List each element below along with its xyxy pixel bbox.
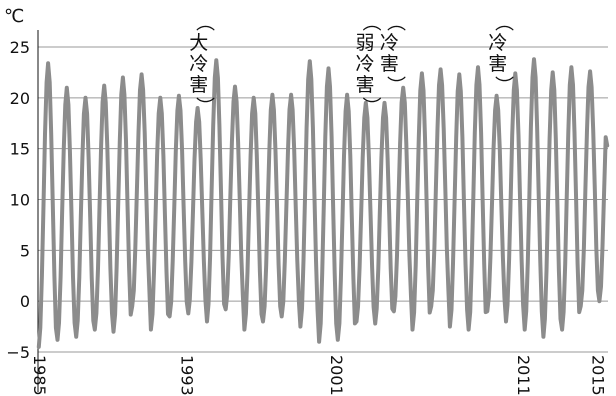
annotation-char: 冷 — [380, 32, 399, 54]
x-tick-label: 1993 — [178, 355, 197, 396]
annotation-char: 冷 — [356, 53, 375, 75]
temperature-series-line — [36, 57, 610, 349]
y-tick-label: 10 — [10, 191, 30, 210]
x-tick-label: 2011 — [514, 355, 533, 396]
annotation-char: ） — [194, 96, 216, 115]
annotation-char: （ — [360, 12, 382, 31]
x-tick-label: 1985 — [30, 355, 49, 396]
annotation-char: 害 — [189, 74, 208, 96]
y-tick-label: 20 — [10, 89, 30, 108]
x-tick-label: 2001 — [327, 355, 346, 396]
annotation: （冷害） — [380, 12, 407, 94]
annotation-char: ） — [493, 75, 515, 94]
y-tick-label: 25 — [10, 38, 30, 57]
y-tick-label: 15 — [10, 140, 30, 159]
annotation-char: 害 — [380, 53, 399, 75]
annotation-char: 害 — [488, 53, 507, 75]
y-tick-label: 5 — [20, 241, 30, 260]
y-tick-label: 0 — [20, 292, 30, 311]
annotation: （弱冷害） — [356, 12, 383, 115]
y-tick-label: −5 — [6, 343, 30, 362]
annotation-char: 害 — [356, 74, 375, 96]
annotation-char: 弱 — [356, 32, 375, 54]
annotation-char: 大 — [189, 32, 208, 54]
annotation-char: ） — [384, 75, 406, 94]
annotation-char: （ — [194, 12, 216, 31]
annotation-char: 冷 — [189, 53, 208, 75]
annotation-char: ） — [360, 96, 382, 115]
annotation-char: 冷 — [488, 32, 507, 54]
y-unit-label: ℃ — [4, 6, 25, 27]
x-tick-label: 2015 — [589, 355, 608, 396]
annotation: （大冷害） — [189, 12, 216, 115]
annotation-char: （ — [384, 12, 406, 31]
annotation-char: （ — [493, 12, 515, 31]
annotation: （冷害） — [488, 12, 515, 94]
